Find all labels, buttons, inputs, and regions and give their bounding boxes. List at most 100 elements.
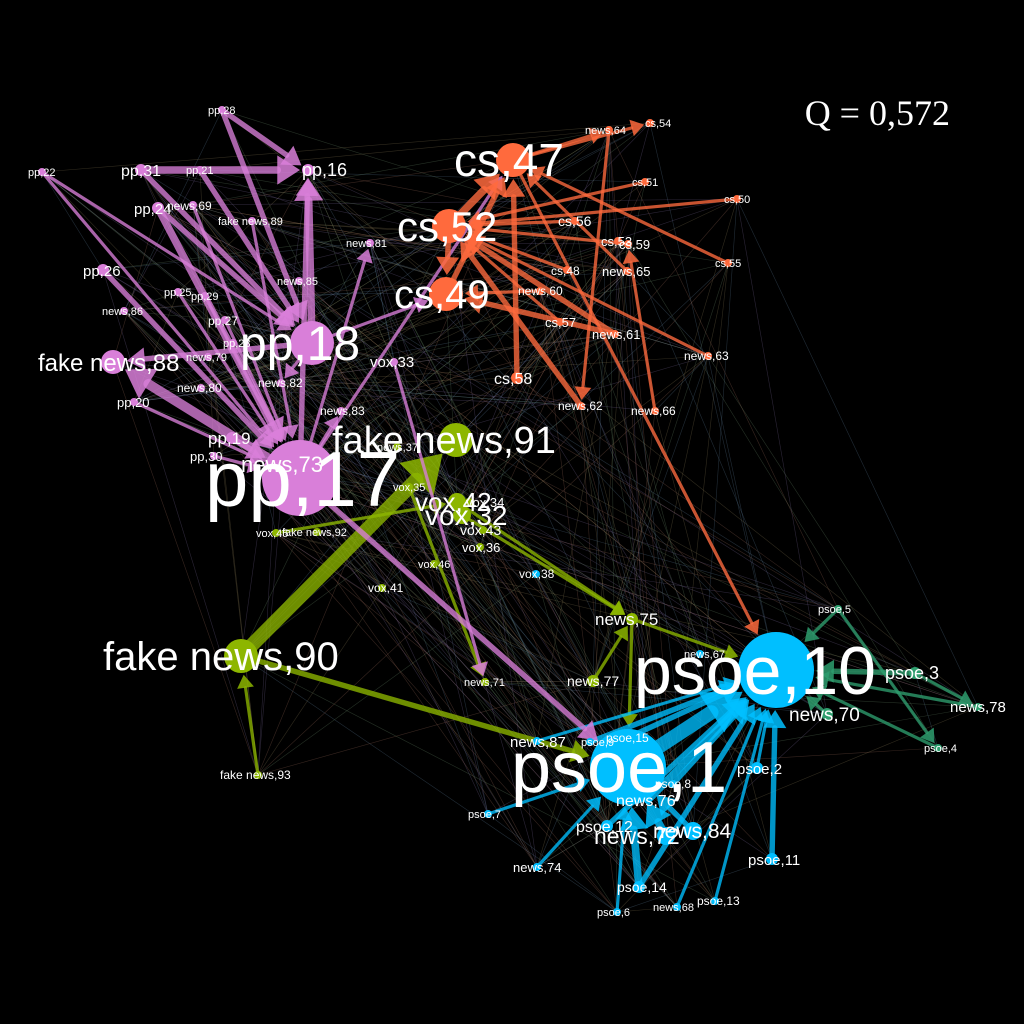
background-edge: [199, 169, 629, 245]
node-label-psoe-10: psoe,10: [634, 633, 876, 709]
node-label-vox-34: vox,34: [466, 495, 504, 510]
background-edge: [482, 262, 729, 531]
background-edge: [221, 109, 979, 708]
edge-pp-22-to-pp-17: [40, 170, 275, 448]
background-edge: [369, 242, 628, 739]
background-edge: [200, 243, 629, 389]
node-cs-47: [496, 143, 530, 177]
background-edge: [177, 291, 435, 565]
background-edge: [157, 207, 481, 548]
edge-psoe-15-to-psoe-10: [624, 683, 740, 741]
background-edge: [251, 220, 447, 295]
background-edge: [275, 532, 618, 913]
node-news-69: [189, 201, 197, 209]
background-edge: [157, 207, 618, 913]
edge-cs-47-to-psoe-10: [511, 158, 760, 635]
node-label-fake-news-88: fake news,88: [38, 350, 179, 377]
background-edge: [157, 207, 300, 282]
node-cs-52: [432, 209, 466, 243]
background-edge: [231, 333, 616, 439]
node-cs-51: [641, 178, 649, 186]
node-label-cs-57: cs,57: [545, 315, 576, 330]
node-label-cs-52: cs,52: [397, 203, 497, 250]
background-edge: [299, 477, 678, 908]
node-label-news-66: news,66: [631, 404, 676, 418]
node-cs-57: [556, 318, 564, 326]
background-edge: [102, 269, 594, 682]
node-label-psoe-7: psoe,7: [468, 809, 501, 821]
node-label-cs-56: cs,56: [558, 213, 592, 229]
node-fake-news-92: [313, 528, 321, 536]
background-edge: [381, 587, 489, 815]
background-edge: [536, 741, 591, 868]
node-label-cs-49: cs,49: [394, 273, 490, 317]
node-news-81: [366, 239, 374, 247]
node-label-news-78: news,78: [950, 699, 1006, 716]
background-edge: [298, 280, 629, 768]
edge-psoe-5-to-psoe-4: [836, 607, 935, 744]
node-label-vox-41: vox,41: [368, 581, 404, 595]
node-label-psoe-5: psoe,5: [818, 604, 851, 616]
node-label-news-37: news,37: [377, 442, 418, 454]
background-edge: [408, 486, 489, 815]
background-edge: [479, 129, 610, 548]
node-news-83: [337, 407, 345, 415]
node-label-pp-30: pp,30: [190, 449, 223, 464]
background-edge: [224, 319, 398, 448]
background-edge: [123, 310, 301, 479]
background-edge: [408, 486, 629, 768]
node-psoe-7: [484, 810, 492, 818]
node-label-vox-36: vox,36: [462, 540, 500, 555]
background-edge: [654, 355, 709, 412]
background-edge: [240, 405, 582, 657]
node-label-fake-news-93: fake news,93: [220, 768, 291, 782]
node-pp-18: [290, 321, 334, 365]
background-edge: [396, 333, 616, 448]
background-edge: [617, 122, 651, 242]
node-news-84: [684, 822, 702, 840]
node-label-news-72: news,72: [594, 823, 680, 849]
node-news-77: [587, 675, 599, 687]
background-edge: [307, 169, 576, 222]
node-pp-16: [302, 164, 314, 176]
background-edge: [631, 618, 674, 785]
edge-fake-news-93-to-fake-news-90: [237, 674, 260, 777]
node-fake-news-90: [224, 639, 258, 673]
node-label-pp-25: pp,25: [164, 287, 192, 299]
node-vox-35: [405, 483, 413, 491]
background-edge: [298, 280, 828, 715]
node-news-85: [295, 277, 303, 285]
background-edge: [257, 355, 709, 776]
background-edge: [199, 129, 610, 171]
node-news-75: [626, 613, 638, 625]
node-label-pp-21: pp,21: [186, 165, 214, 177]
edge-news-75-to-psoe-1: [620, 617, 638, 728]
node-label-news-87: news,87: [510, 734, 566, 751]
background-edge: [516, 240, 619, 379]
edge-psoe-6-to-psoe-1: [615, 806, 633, 914]
background-edge: [369, 242, 463, 516]
background-edge: [456, 270, 628, 503]
node-cs-59: [624, 240, 632, 248]
background-edge: [123, 310, 202, 389]
background-edge: [408, 486, 773, 860]
node-psoe-13: [711, 897, 719, 905]
node-news-37: [393, 443, 401, 451]
node-label-news-75: news,75: [595, 610, 658, 629]
background-edge: [455, 439, 594, 682]
edges-layer: [40, 107, 980, 914]
node-label-pp-31: pp,31: [121, 163, 161, 180]
background-edge: [213, 455, 979, 708]
node-label-pp-26: pp,26: [83, 263, 121, 280]
background-edge: [627, 243, 674, 785]
background-edge: [536, 243, 629, 742]
node-pp-30: [210, 452, 218, 460]
background-edge: [627, 243, 939, 749]
node-label-psoe-12: psoe,12: [576, 819, 633, 836]
node-label-news-82: news,82: [258, 376, 303, 390]
node-news-66: [651, 407, 659, 415]
edge-news-75-to-psoe-10: [630, 617, 739, 661]
node-news-60: [536, 287, 544, 295]
node-label-news-84: news,84: [653, 820, 732, 843]
node-label-news-71: news,71: [464, 677, 505, 689]
